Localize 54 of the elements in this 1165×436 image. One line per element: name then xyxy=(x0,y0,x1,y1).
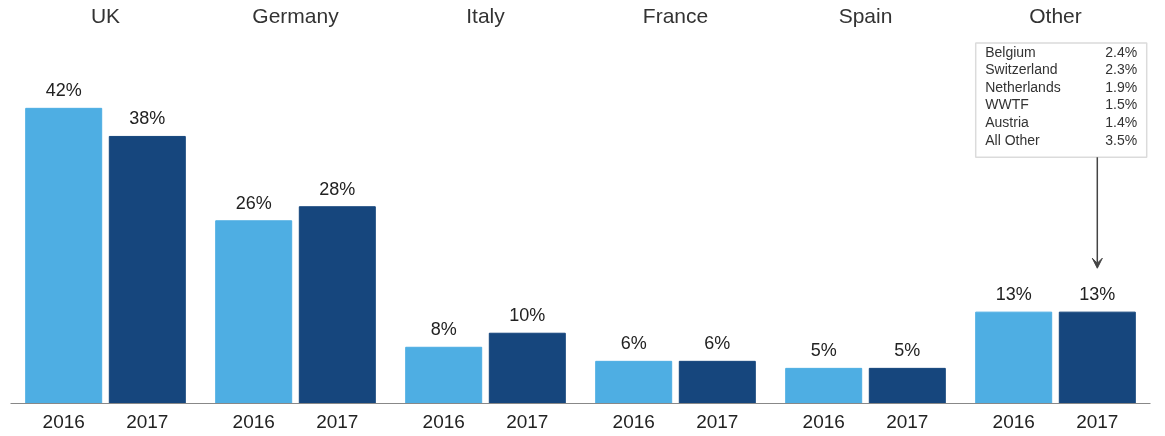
annotation: 1.4% xyxy=(1105,113,1138,130)
series-label: 2017 xyxy=(126,410,169,432)
data-label: 26% xyxy=(235,192,272,213)
x-tick-label: France xyxy=(642,3,709,27)
annotation: 3.5% xyxy=(1105,131,1138,148)
data-label: 42% xyxy=(45,80,82,101)
bar xyxy=(488,332,566,404)
data-label: 13% xyxy=(995,284,1032,305)
text: 2016 xyxy=(802,410,845,432)
text: 1.9% xyxy=(1105,78,1138,95)
bar xyxy=(298,206,376,404)
text: 2.3% xyxy=(1105,61,1138,78)
bar xyxy=(785,367,863,404)
data-label: 8% xyxy=(430,319,457,340)
bar xyxy=(405,346,483,404)
text: Belgium xyxy=(985,43,1036,60)
data-label: 28% xyxy=(319,178,356,199)
data-label: 5% xyxy=(810,340,837,361)
bar xyxy=(678,360,756,404)
x-tick-label: Spain xyxy=(838,3,893,27)
data-label: 38% xyxy=(129,108,166,129)
series-label: 2016 xyxy=(42,410,85,432)
bar xyxy=(215,220,293,404)
x-tick-label: UK xyxy=(90,3,121,27)
annotation: All Other xyxy=(985,131,1040,148)
text: 2016 xyxy=(422,410,465,432)
data-label: 13% xyxy=(1079,284,1116,305)
data-label: 5% xyxy=(894,340,921,361)
text: 2.4% xyxy=(1105,43,1138,60)
bar xyxy=(1058,311,1136,404)
x-tick-label: Other xyxy=(1029,3,1082,27)
text: 2016 xyxy=(612,410,655,432)
text: 2017 xyxy=(886,410,929,432)
bar xyxy=(25,107,103,404)
data-label: 6% xyxy=(620,333,647,354)
text: 2017 xyxy=(506,410,549,432)
bar xyxy=(975,311,1053,404)
bar xyxy=(595,360,673,404)
annotation: Austria xyxy=(985,113,1029,130)
x-tick-label: Italy xyxy=(466,3,506,27)
data-label: 6% xyxy=(704,333,731,354)
data-label: 10% xyxy=(509,305,546,326)
text: 2017 xyxy=(316,410,359,432)
text: 2017 xyxy=(1076,410,1119,432)
bar xyxy=(108,135,186,404)
text: Switzerland xyxy=(985,61,1058,78)
annotation: WWTF xyxy=(985,96,1029,113)
text: 2016 xyxy=(992,410,1035,432)
text: Netherlands xyxy=(985,78,1061,95)
text: 2017 xyxy=(696,410,739,432)
annotation: 1.5% xyxy=(1105,96,1138,113)
bar xyxy=(868,367,946,404)
x-tick-label: Germany xyxy=(252,3,340,27)
text: 2016 xyxy=(232,410,275,432)
